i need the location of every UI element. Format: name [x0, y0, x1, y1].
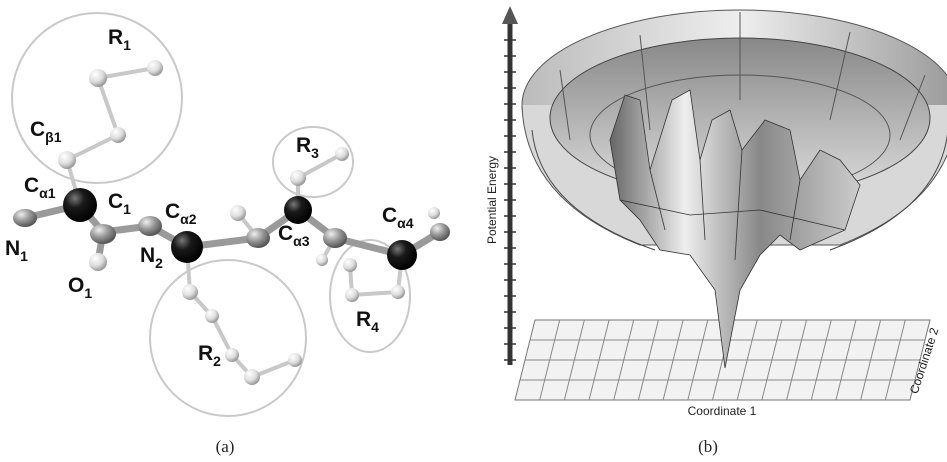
label-n2: N2: [140, 244, 163, 271]
label-r3: R3: [296, 134, 319, 161]
energy-funnel: [522, 10, 947, 368]
label-ca2: Cα2: [165, 200, 197, 227]
label-ca3: Cα3: [278, 222, 310, 249]
panel-b: Potential Energy Coordinate 1 Coordinate…: [485, 6, 947, 456]
caption-b: (b): [698, 437, 718, 456]
label-ca1: Cα1: [24, 174, 56, 201]
label-o1: O1: [68, 274, 92, 301]
label-r2: R2: [198, 342, 221, 369]
figure: R1 Cβ1 Cα1 C1 N1 O1 Cα2 N2 R3 Cα3 Cα4 R4…: [0, 0, 947, 462]
r2-circle: [150, 260, 306, 416]
panel-a: R1 Cβ1 Cα1 C1 N1 O1 Cα2 N2 R3 Cα3 Cα4 R4…: [5, 13, 450, 456]
r3-circle: [273, 127, 353, 197]
energy-axis: [502, 6, 518, 365]
label-r4: R4: [356, 308, 379, 335]
label-n1: N1: [5, 237, 28, 264]
label-ca4: Cα4: [382, 204, 414, 231]
x-axis-label: Coordinate 1: [688, 404, 757, 418]
y-axis-label: Potential Energy: [485, 156, 499, 244]
label-cb1: Cβ1: [30, 118, 62, 145]
r1-circle: [12, 13, 182, 183]
caption-a: (a): [216, 437, 235, 456]
label-r1: R1: [108, 26, 131, 53]
label-c1: C1: [108, 190, 131, 217]
